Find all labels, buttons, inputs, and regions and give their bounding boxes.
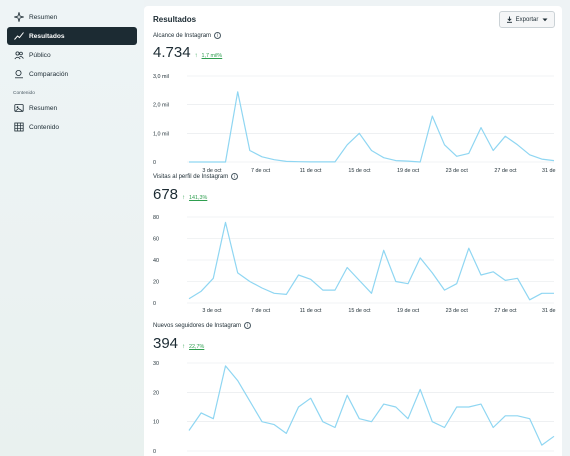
metric-number: 394 — [153, 335, 179, 352]
compare-icon — [13, 69, 24, 80]
metric-number: 678 — [153, 186, 179, 203]
metric-value-seguidores: 394 ↑ 22,7% — [153, 335, 204, 352]
x-tick-label: 7 de oct — [251, 168, 271, 174]
sidebar-item-publico[interactable]: Público — [7, 46, 137, 64]
sidebar-item-label: Resumen — [29, 104, 58, 112]
x-tick-label: 31 de — [542, 308, 556, 314]
metric-label-text: Nuevos seguidores de Instagram — [153, 322, 242, 329]
arrow-up-icon: ↑ — [194, 53, 198, 59]
x-tick-label: 15 de oct — [348, 308, 371, 314]
info-icon[interactable]: i — [214, 32, 222, 39]
sidebar-item-contenido[interactable]: Contenido — [7, 118, 137, 136]
export-label: Exportar — [515, 16, 539, 23]
sidebar-item-label: Resumen — [29, 13, 58, 21]
sidebar-item-label: Comparación — [29, 70, 69, 78]
export-button[interactable]: Exportar — [499, 11, 555, 28]
metric-label-visitas: Visitas al perfil de Instagram i — [153, 173, 239, 180]
sidebar-item-content-resumen[interactable]: Resumen — [7, 99, 137, 117]
x-tick-label: 3 de oct — [202, 308, 222, 314]
y-tick-label: 10 — [153, 420, 159, 426]
chevron-down-icon — [542, 18, 548, 22]
trend-icon — [13, 31, 24, 42]
chart-alcance: 0 1,0 mil 2,0 mil 3,0 mil 3 de oct 7 de oct 11… — [153, 74, 556, 174]
x-tick-label: 15 de oct — [348, 168, 371, 174]
metric-value-visitas: 678 ↑ 141,3% — [153, 186, 207, 203]
y-tick-label: 60 — [153, 237, 159, 243]
arrow-up-icon: ↑ — [182, 195, 186, 201]
y-tick-label: 20 — [153, 280, 159, 286]
grid-icon — [13, 122, 24, 133]
y-tick-label: 1,0 mil — [153, 131, 169, 137]
y-tick-label: 40 — [153, 258, 159, 264]
metric-delta[interactable]: 1,7 mil% — [201, 53, 223, 59]
y-tick-label: 80 — [153, 215, 159, 221]
series-line[interactable] — [188, 365, 555, 446]
metric-delta[interactable]: 141,3% — [189, 195, 208, 201]
sparkle-icon — [13, 12, 24, 23]
y-tick-label: 0 — [153, 449, 156, 455]
sidebar: Resumen Resultados Público Comparación C… — [0, 0, 144, 456]
metric-label-text: Alcance de Instagram — [153, 32, 212, 39]
series-line[interactable] — [189, 91, 555, 163]
x-tick-label: 19 de oct — [397, 308, 420, 314]
x-tick-label: 11 de oct — [300, 168, 322, 174]
metric-label-seguidores: Nuevos seguidores de Instagram i — [153, 322, 252, 329]
y-tick-label: 0 — [153, 160, 156, 166]
y-tick-label: 0 — [153, 301, 156, 307]
main-panel: Resultados Exportar Alcance de Instagram… — [144, 6, 562, 456]
section-label-contenido: Contenido — [13, 91, 35, 96]
x-tick-label: 3 de oct — [202, 168, 222, 174]
series-line[interactable] — [188, 221, 554, 301]
x-tick-label: 31 de — [542, 168, 556, 174]
sidebar-item-label: Resultados — [29, 32, 65, 40]
sidebar-item-label: Público — [29, 51, 51, 59]
info-icon[interactable]: i — [244, 322, 252, 329]
sidebar-item-label: Contenido — [29, 123, 60, 131]
metric-number: 4.734 — [153, 44, 191, 61]
arrow-up-icon: ↑ — [182, 344, 186, 350]
x-tick-label: 11 de oct — [300, 308, 322, 314]
x-tick-label: 23 de oct — [446, 308, 469, 314]
metric-value-alcance: 4.734 ↑ 1,7 mil% — [153, 44, 222, 61]
y-tick-label: 2,0 mil — [153, 103, 169, 109]
gallery-icon — [13, 103, 24, 114]
x-tick-label: 7 de oct — [251, 308, 271, 314]
download-icon — [506, 16, 513, 23]
metric-label-alcance: Alcance de Instagram i — [153, 32, 222, 39]
metric-label-text: Visitas al perfil de Instagram — [153, 173, 229, 180]
x-tick-label: 19 de oct — [397, 168, 420, 174]
x-tick-label: 23 de oct — [446, 168, 469, 174]
sidebar-item-comparacion[interactable]: Comparación — [7, 65, 137, 83]
people-icon — [13, 50, 24, 61]
y-tick-label: 20 — [153, 390, 159, 396]
y-tick-label: 30 — [153, 361, 159, 367]
page-title: Resultados — [153, 15, 197, 24]
y-tick-label: 3,0 mil — [153, 74, 169, 80]
sidebar-item-resumen[interactable]: Resumen — [7, 8, 137, 26]
metric-delta[interactable]: 22,7% — [189, 344, 205, 350]
x-tick-label: 27 de oct — [494, 168, 517, 174]
chart-visitas: 0 20 40 60 80 3 de oct 7 de oct 11 de oct 15 de … — [153, 215, 556, 314]
sidebar-item-resultados[interactable]: Resultados — [7, 27, 137, 45]
x-tick-label: 27 de oct — [494, 308, 517, 314]
info-icon[interactable]: i — [231, 173, 239, 180]
